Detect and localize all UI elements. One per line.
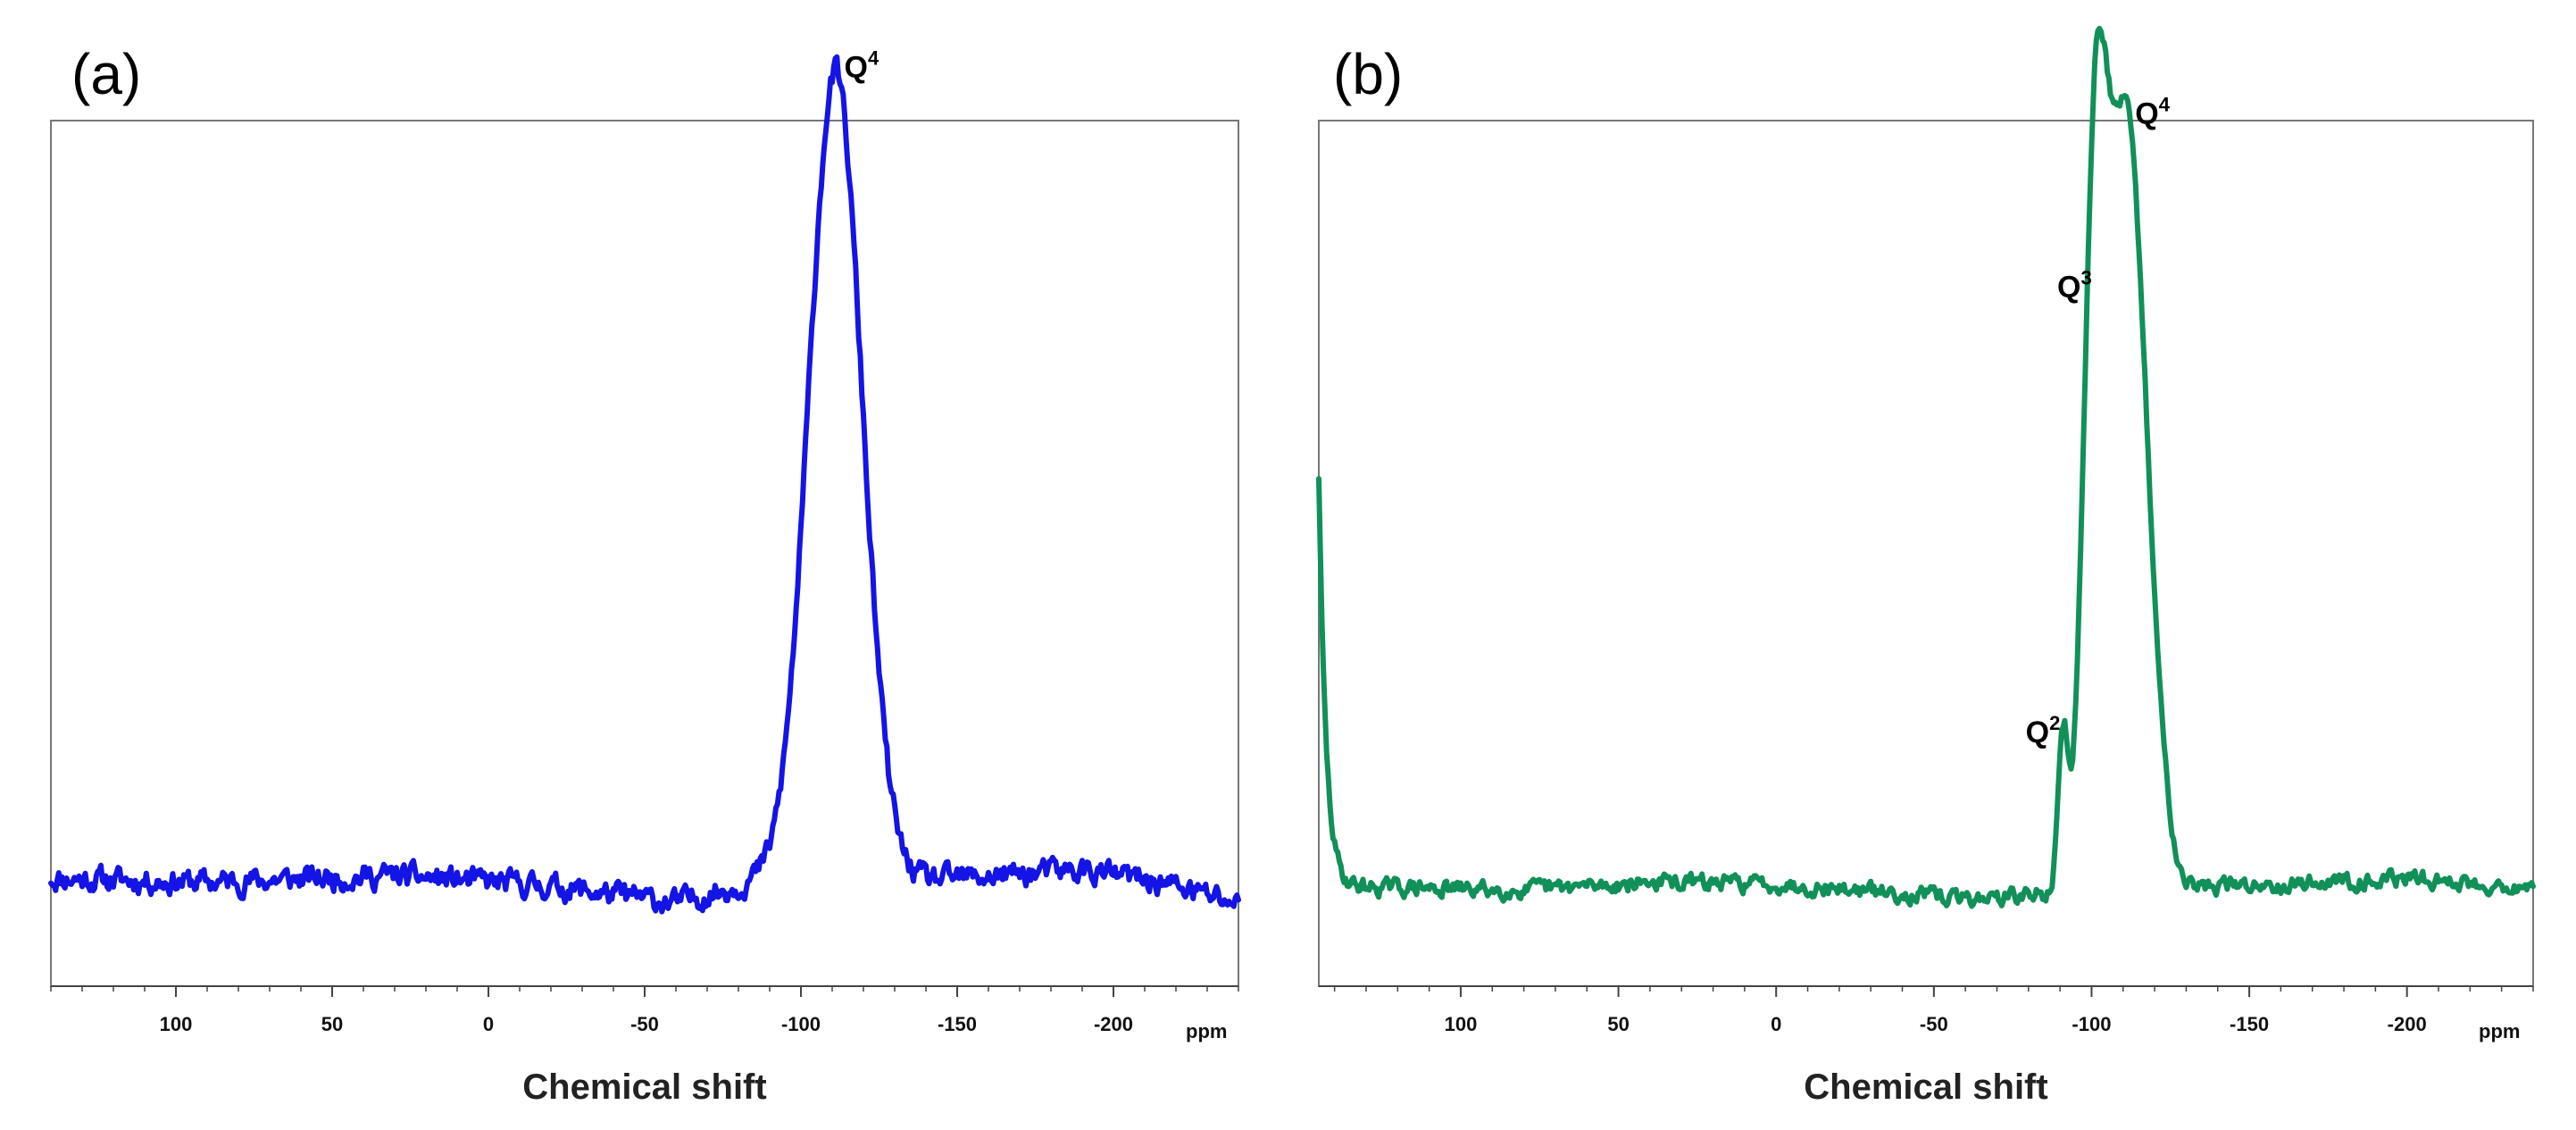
peak-label-q4: Q4 [2135, 93, 2170, 130]
peak-labels-a: Q4 [845, 47, 880, 85]
x-unit-label-b: ppm [2479, 1020, 2520, 1042]
series-a [48, 54, 1241, 915]
plot-frame-a [50, 120, 1239, 987]
x-tick-label: -100 [2072, 1013, 2111, 1035]
spectrum-line [48, 54, 1241, 915]
peak-labels-b: Q2 Q3 Q4 [2026, 93, 2171, 749]
x-axis-title-b: Chemical shift [1804, 1067, 2047, 1107]
x-tick-label: -200 [1094, 1013, 1133, 1035]
panel-b: (b) 100 50 0 -50 -100 -150 -200 Q2 Q3 Q4 ppm Che… [1316, 25, 2536, 1107]
x-tick-label: 100 [1445, 1013, 1478, 1035]
x-tick-label: -50 [630, 1013, 659, 1035]
panel-a: (a) 100 50 0 -50 -100 -150 -200 Q4 ppm Chemica… [48, 42, 1241, 1107]
x-tick-label: -200 [2388, 1013, 2427, 1035]
x-tick-label: 50 [321, 1013, 343, 1035]
series-b [1316, 25, 2536, 909]
x-ticks-a: 100 50 0 -50 -100 -150 -200 [50, 985, 1239, 1035]
x-tick-label: -150 [938, 1013, 977, 1035]
spectrum-line [1316, 25, 2536, 909]
panel-label-b: (b) [1333, 42, 1403, 106]
panel-label-a: (a) [71, 42, 141, 106]
x-unit-label-a: ppm [1186, 1020, 1227, 1042]
x-tick-label: 0 [1771, 1013, 1781, 1035]
x-ticks-b: 100 50 0 -50 -100 -150 -200 [1319, 985, 2534, 1035]
x-tick-label: -50 [1920, 1013, 1948, 1035]
x-tick-label: 0 [483, 1013, 494, 1035]
plot-frame-b [1318, 120, 2534, 987]
peak-label-q3: Q3 [2057, 267, 2092, 305]
peak-label-q4: Q4 [845, 47, 880, 85]
x-tick-label: -150 [2230, 1013, 2269, 1035]
x-tick-label: 100 [160, 1013, 193, 1035]
x-tick-label: -100 [781, 1013, 821, 1035]
peak-label-q2: Q2 [2026, 712, 2061, 749]
x-tick-label: 50 [1607, 1013, 1629, 1035]
x-axis-title-a: Chemical shift [522, 1067, 766, 1107]
